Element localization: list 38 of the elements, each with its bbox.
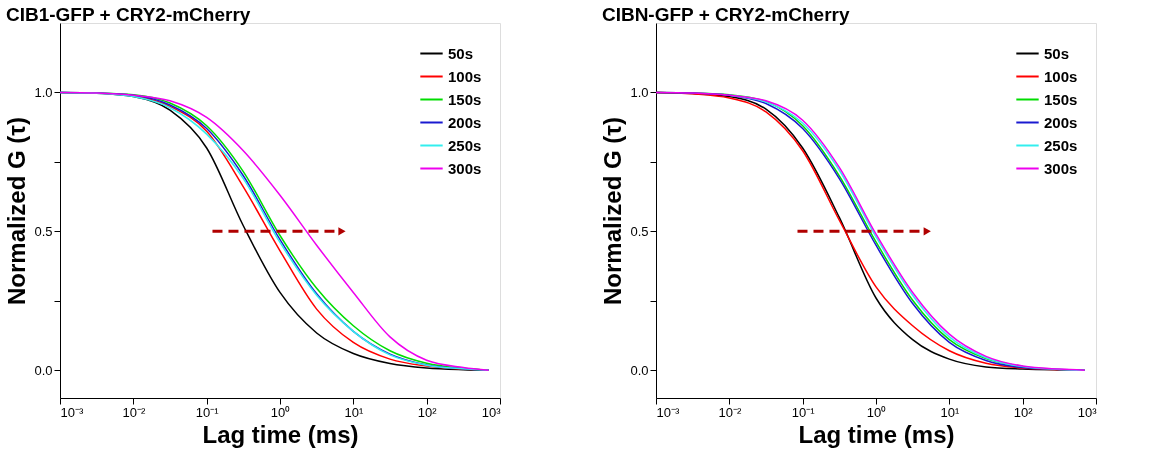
chart-title: CIB1-GFP + CRY2-mCherry — [5, 4, 251, 25]
x-tick-label: 10⁻¹ — [791, 404, 816, 420]
y-tick-label: 0.0 — [34, 362, 53, 378]
y-tick-label: 1.0 — [34, 84, 53, 100]
x-tick-label: 10⁻² — [718, 404, 742, 420]
y-tick-label: 0.5 — [630, 223, 649, 239]
x-axis-title: Lag time (ms) — [798, 420, 955, 448]
x-tick-label: 10⁻² — [122, 404, 146, 420]
legend-label: 150s — [448, 90, 482, 108]
legend-label: 50s — [448, 44, 474, 62]
y-tick-label: 0.5 — [34, 223, 53, 239]
y-tick-label: 1.0 — [630, 84, 649, 100]
y-axis-title: Normalized G (τ) — [3, 116, 31, 306]
y-tick-label: 0.0 — [630, 362, 649, 378]
y-axis-title: Normalized G (τ) — [599, 116, 627, 306]
x-axis-title: Lag time (ms) — [202, 420, 359, 448]
x-tick-label: 10¹ — [344, 404, 364, 420]
x-tick-label: 10⁻³ — [60, 404, 84, 420]
x-tick-label: 10⁻³ — [656, 404, 680, 420]
x-tick-label: 10² — [417, 404, 438, 420]
x-tick-label: 10⁻¹ — [195, 404, 220, 420]
legend-label: 250s — [448, 136, 482, 154]
legend-label: 150s — [1044, 90, 1078, 108]
x-tick-label: 10³ — [481, 404, 502, 420]
x-tick-label: 10⁰ — [866, 404, 887, 420]
legend-label: 100s — [448, 67, 482, 85]
legend-label: 50s — [1044, 44, 1070, 62]
legend-label: 100s — [1044, 67, 1078, 85]
legend-label: 250s — [1044, 136, 1078, 154]
legend-label: 200s — [448, 113, 482, 131]
legend-label: 300s — [448, 159, 482, 177]
x-tick-label: 10² — [1013, 404, 1034, 420]
legend-label: 300s — [1044, 159, 1078, 177]
chart-title: CIBN-GFP + CRY2-mCherry — [601, 4, 850, 25]
x-tick-label: 10⁰ — [270, 404, 291, 420]
x-tick-label: 10¹ — [940, 404, 960, 420]
legend-label: 200s — [1044, 113, 1078, 131]
x-tick-label: 10³ — [1077, 404, 1098, 420]
